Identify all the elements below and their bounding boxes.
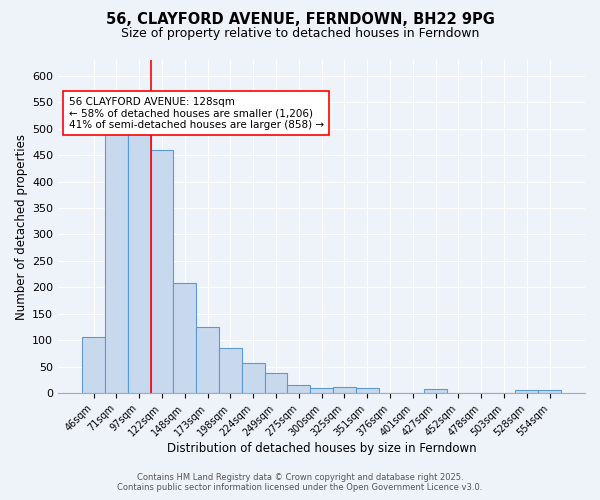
Text: Contains HM Land Registry data © Crown copyright and database right 2025.
Contai: Contains HM Land Registry data © Crown c… [118,473,482,492]
Bar [196,327,219,393]
Bar [310,388,333,393]
Bar [515,390,538,393]
Y-axis label: Number of detached properties: Number of detached properties [15,134,28,320]
Bar [287,385,310,393]
Bar [424,390,447,393]
Bar [265,373,287,393]
Text: 56, CLAYFORD AVENUE, FERNDOWN, BH22 9PG: 56, CLAYFORD AVENUE, FERNDOWN, BH22 9PG [106,12,494,28]
Text: 56 CLAYFORD AVENUE: 128sqm
← 58% of detached houses are smaller (1,206)
41% of s: 56 CLAYFORD AVENUE: 128sqm ← 58% of deta… [68,96,324,130]
Bar [379,392,401,393]
Bar [105,133,128,393]
Bar [356,388,379,393]
Bar [151,150,173,393]
Bar [173,283,196,393]
Bar [333,387,356,393]
Text: Size of property relative to detached houses in Ferndown: Size of property relative to detached ho… [121,28,479,40]
Bar [538,390,561,393]
X-axis label: Distribution of detached houses by size in Ferndown: Distribution of detached houses by size … [167,442,476,455]
Bar [242,363,265,393]
Bar [82,336,105,393]
Bar [219,348,242,393]
Bar [128,133,151,393]
